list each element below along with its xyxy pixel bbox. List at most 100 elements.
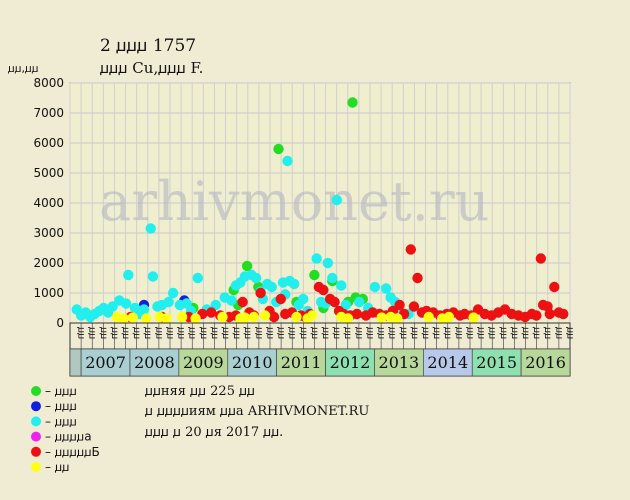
year-label: 2016 xyxy=(525,353,566,372)
note-source: ꙡ ꙡꙡꙡꙡиям ꙡꙡа ARHIVMONET.RU xyxy=(145,404,369,419)
data-point xyxy=(107,301,118,312)
data-point xyxy=(241,260,253,272)
year-cell-blank xyxy=(69,348,82,377)
year-label: 2011 xyxy=(281,353,322,372)
year-cell xyxy=(80,348,131,377)
y-tick-label: 7000 xyxy=(33,106,64,120)
year-label: 2013 xyxy=(379,353,420,372)
data-point xyxy=(206,307,217,318)
year-cell xyxy=(325,348,375,377)
data-point xyxy=(369,281,381,293)
year-label: 2007 xyxy=(85,353,126,372)
data-point xyxy=(331,194,343,206)
data-point xyxy=(468,312,479,323)
data-point xyxy=(190,313,201,324)
legend: – ꙡꙡꙡ– ꙡꙡꙡ– ꙡꙡꙡ– ꙡꙡꙡꙡa– ꙡꙡꙡꙡꙡБ– ꙡꙡ xyxy=(31,384,100,474)
y-tick-label: 1000 xyxy=(33,286,64,300)
data-point xyxy=(248,311,260,323)
data-point xyxy=(412,272,423,284)
data-point xyxy=(273,143,284,155)
legend-label: – ꙡꙡꙡꙡꙡБ xyxy=(45,445,100,459)
data-point xyxy=(376,312,387,323)
data-point xyxy=(161,313,172,324)
year-label: 2015 xyxy=(476,353,517,372)
data-point xyxy=(127,312,138,323)
data-point xyxy=(297,293,309,305)
data-point xyxy=(289,278,300,290)
year-label: 2008 xyxy=(134,353,175,372)
y-tick-label: 0 xyxy=(56,316,64,330)
data-point xyxy=(141,313,152,324)
legend-label: – ꙡꙡꙡꙡa xyxy=(45,430,92,444)
year-cell xyxy=(520,348,571,377)
y-axis: 0 1000 2000 3000 4000 5000 6000 7000 8000 xyxy=(33,76,64,330)
legend-marker xyxy=(31,462,41,472)
data-point xyxy=(291,311,302,323)
data-point xyxy=(192,272,204,284)
data-point xyxy=(259,310,271,321)
data-point xyxy=(535,253,547,264)
data-point xyxy=(392,313,403,324)
data-point xyxy=(327,272,338,284)
data-point xyxy=(311,253,322,264)
data-point xyxy=(181,298,192,309)
year-label: 2014 xyxy=(427,353,468,372)
data-point xyxy=(147,271,159,282)
legend-marker xyxy=(31,431,41,442)
year-cell xyxy=(374,348,424,377)
data-point xyxy=(405,244,417,255)
x-axis-half-labels: ꙡꙡ ꙡꙡ ꙡꙡ ꙡꙡ ꙡꙡ ꙡꙡ ꙡꙡ ꙡꙡ ꙡꙡ ꙡꙡ ꙡꙡ ꙡꙡ ꙡꙡ ꙡꙡ ꙡꙡ ꙡꙡ ꙡꙡ ꙡꙡ ꙡꙡ ꙡꙡ… xyxy=(69,322,575,350)
data-point xyxy=(163,296,174,308)
data-point xyxy=(351,308,363,320)
data-point xyxy=(329,296,340,308)
data-point xyxy=(531,310,542,321)
data-point xyxy=(118,313,130,324)
data-point xyxy=(342,313,354,324)
data-point xyxy=(176,311,188,323)
legend-marker xyxy=(31,416,41,427)
data-point xyxy=(336,280,347,291)
data-point xyxy=(443,311,455,323)
data-points xyxy=(71,97,569,324)
data-point xyxy=(239,312,251,323)
data-point xyxy=(306,310,318,321)
data-point xyxy=(120,298,132,309)
data-point xyxy=(544,308,556,320)
note-date: ꙡꙡꙡ ꙡ 20 ꙡя 2017 ꙡꙡ. xyxy=(145,425,283,440)
data-point xyxy=(322,257,334,269)
legend-marker xyxy=(31,386,41,396)
y-axis-label: ꙡꙡ,ꙡꙡ xyxy=(8,62,38,75)
legend-marker xyxy=(31,401,41,412)
data-point xyxy=(266,281,277,293)
data-point xyxy=(340,299,351,311)
y-tick-label: 4000 xyxy=(33,196,64,210)
data-point xyxy=(237,296,248,308)
year-cell xyxy=(227,348,277,377)
y-tick-label: 8000 xyxy=(33,76,64,90)
note-average: ꙡꙡняя ꙡꙡ 225 ꙡꙡ xyxy=(145,384,255,399)
legend-label: – ꙡꙡ xyxy=(45,460,70,474)
data-point xyxy=(123,269,134,281)
data-point xyxy=(268,311,280,323)
year-cell xyxy=(129,348,180,377)
data-point xyxy=(549,281,560,293)
year-cell xyxy=(276,348,326,377)
legend-marker xyxy=(31,446,41,457)
chart-title: 2 ꙡꙡꙡ 1757 xyxy=(100,36,196,56)
data-point xyxy=(318,284,329,296)
y-tick-label: 6000 xyxy=(33,136,64,150)
data-point xyxy=(167,287,179,299)
legend-label: – ꙡꙡꙡ xyxy=(45,384,77,398)
data-point xyxy=(255,287,266,299)
y-tick-label: 2000 xyxy=(33,256,64,270)
chart-subtitle: ꙡꙡꙡ Cu,ꙡꙡꙡ F. xyxy=(100,59,203,77)
watermark: arhivmonet.ru xyxy=(99,170,489,233)
data-point xyxy=(217,311,228,323)
data-point xyxy=(380,283,392,294)
year-label: 2010 xyxy=(232,353,273,372)
half-label: ꙡꙡ xyxy=(564,327,575,339)
year-label: 2009 xyxy=(183,353,224,372)
data-point xyxy=(275,293,286,305)
data-point xyxy=(145,223,156,234)
